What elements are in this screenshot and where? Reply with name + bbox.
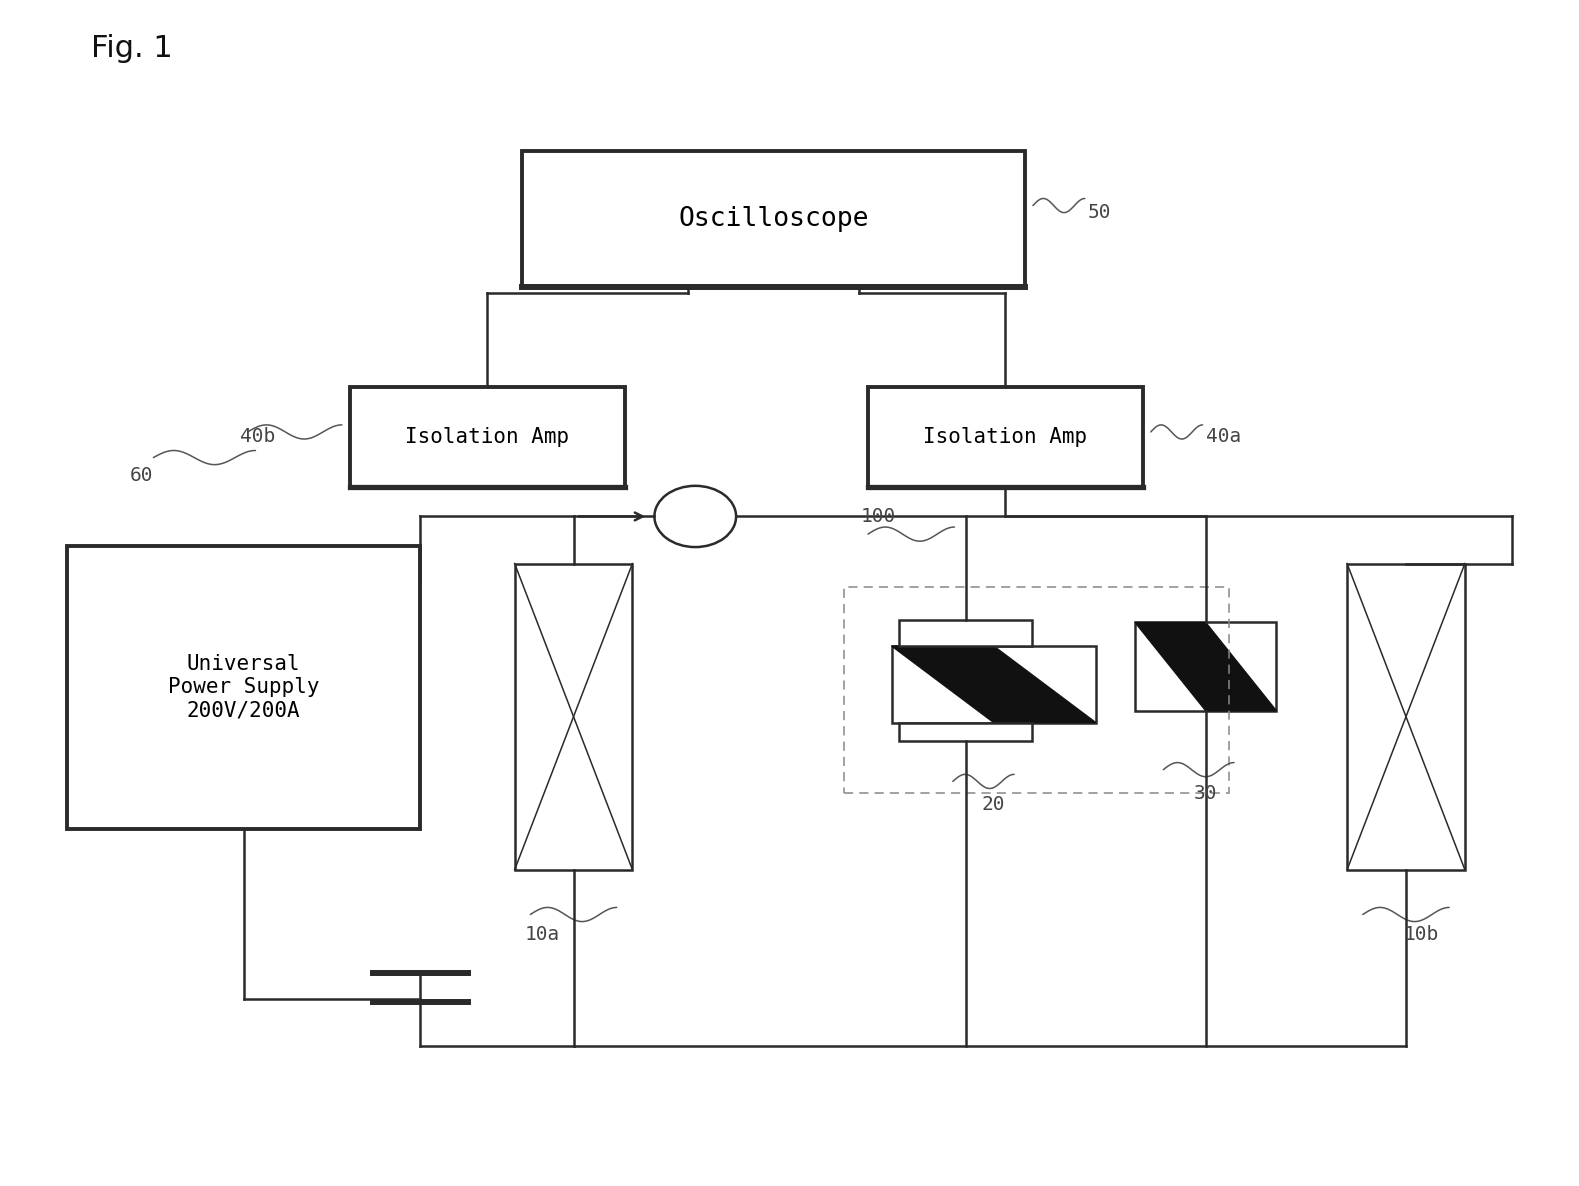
Text: 40a: 40a (1206, 427, 1241, 446)
Text: Isolation Amp: Isolation Amp (924, 427, 1088, 447)
Bar (1347, 563, 1465, 869)
Bar (1135, 623, 1276, 710)
Bar (900, 620, 1033, 646)
Bar (900, 722, 1033, 741)
Polygon shape (1135, 623, 1276, 710)
Bar (868, 387, 1143, 487)
Text: Isolation Amp: Isolation Amp (406, 427, 568, 447)
Text: 50: 50 (1088, 203, 1112, 222)
Text: 10a: 10a (524, 925, 559, 944)
Bar (523, 152, 1025, 287)
Bar (349, 387, 625, 487)
Text: Universal
Power Supply
200V/200A: Universal Power Supply 200V/200A (167, 653, 319, 720)
Text: 60: 60 (129, 466, 153, 485)
Bar (66, 546, 420, 829)
Text: 20: 20 (982, 796, 1006, 815)
Text: 30: 30 (1194, 784, 1217, 803)
Text: 40b: 40b (240, 427, 275, 446)
Text: Oscilloscope: Oscilloscope (679, 206, 868, 232)
Bar (845, 587, 1230, 793)
Bar (892, 646, 1096, 722)
Text: 10b: 10b (1404, 925, 1440, 944)
Text: Fig. 1: Fig. 1 (90, 34, 172, 63)
Bar (515, 563, 633, 869)
Text: 100: 100 (861, 506, 895, 525)
Polygon shape (892, 646, 1096, 722)
